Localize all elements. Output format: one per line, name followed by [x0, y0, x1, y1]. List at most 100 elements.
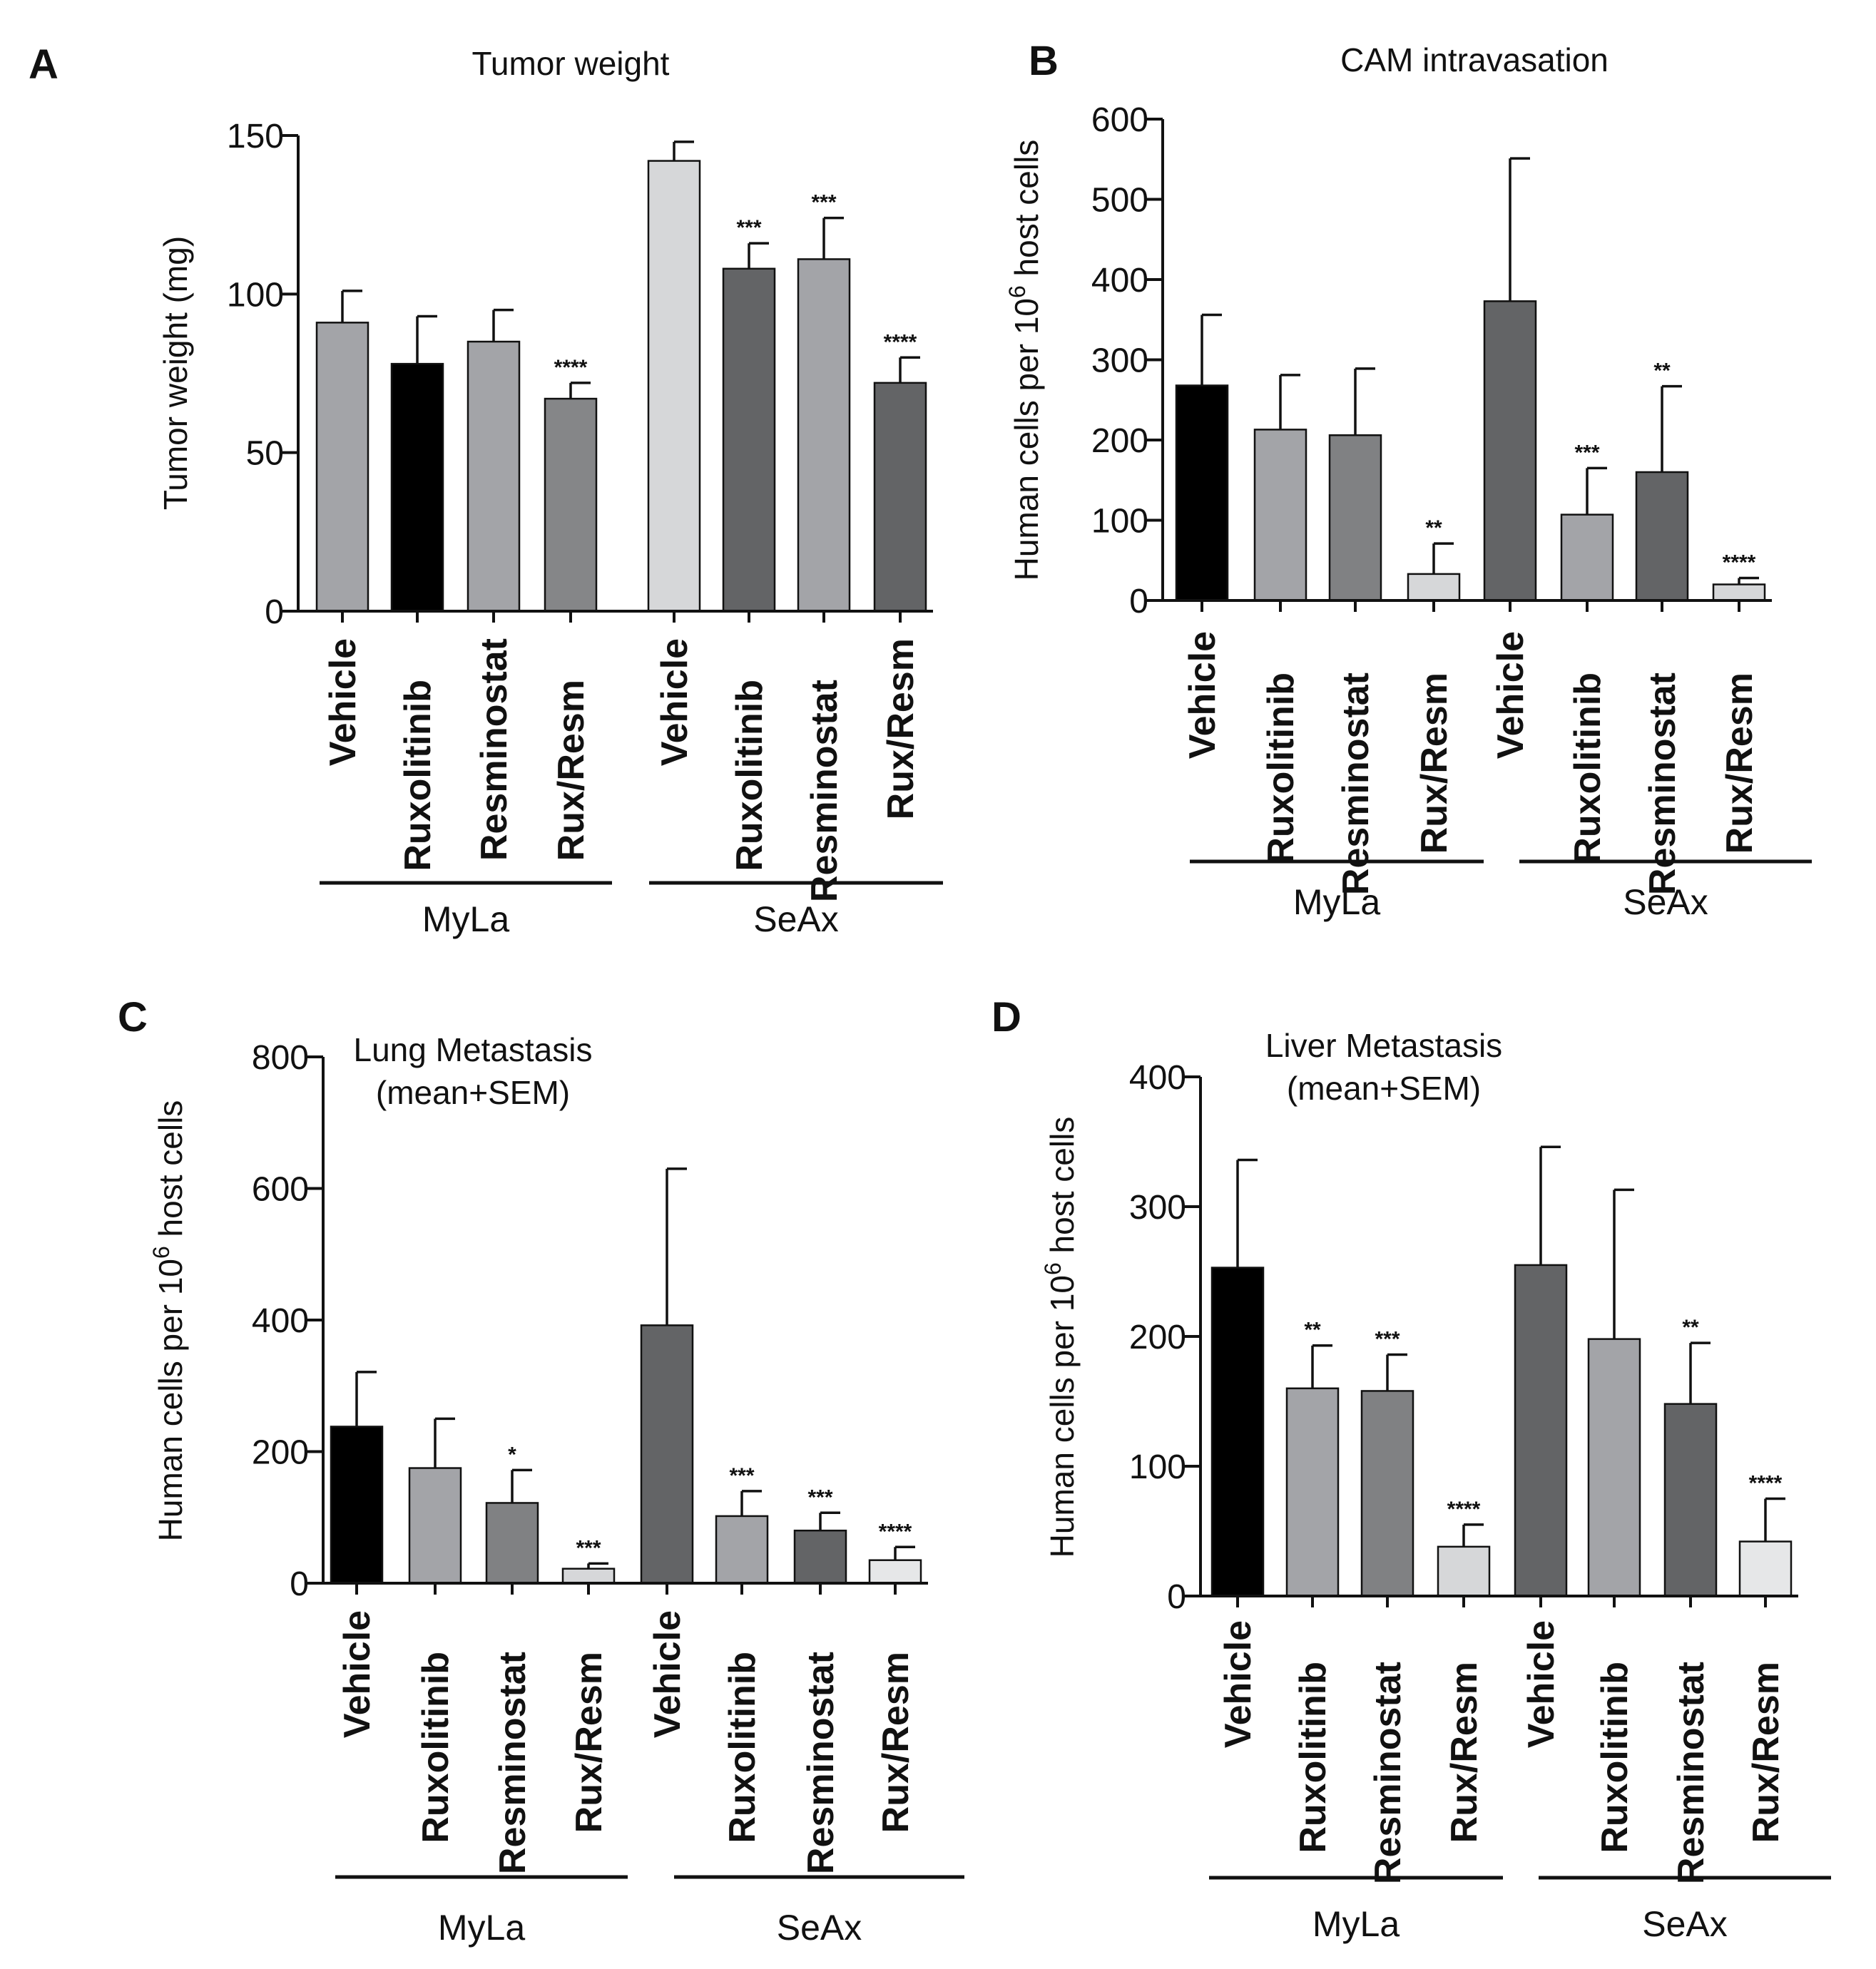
- bar: [715, 1515, 769, 1585]
- y-tick-label: 200: [252, 1434, 309, 1472]
- x-tick-label: Vehicle: [337, 1610, 378, 1738]
- x-tick-label: Rux/Resm: [1414, 672, 1455, 854]
- x-tick-label: Rux/Resm: [1719, 672, 1760, 854]
- y-tick-label: 0: [265, 593, 284, 631]
- x-tick-label: Rux/Resm: [880, 638, 922, 819]
- significance-marker: ***: [576, 1536, 601, 1560]
- bar: [868, 1559, 922, 1585]
- y-tick-label: 500: [1091, 182, 1148, 220]
- bar: [797, 258, 851, 613]
- panel-letter: A: [29, 41, 58, 88]
- group-label: SeAx: [1642, 1904, 1728, 1944]
- bar: [544, 397, 598, 613]
- bar: [1253, 429, 1307, 602]
- panel-title: Liver Metastasis: [1265, 1027, 1502, 1064]
- group-label: SeAx: [777, 1908, 862, 1948]
- x-tick-label: Resminostat: [1671, 1662, 1712, 1884]
- panel-a: A Tumor weight 0 50 100 150 Tumor weight (mg) V…: [29, 41, 943, 939]
- bar: [1210, 1267, 1265, 1597]
- significance-marker: *: [508, 1443, 516, 1466]
- y-axis-label-superscript: 6: [1004, 285, 1030, 298]
- bar: [1587, 1338, 1641, 1597]
- y-axis-label-superscript: 6: [148, 1246, 174, 1259]
- y-tick-label: 0: [290, 1565, 309, 1603]
- y-tick-label: 0: [1129, 583, 1148, 620]
- bar: [330, 1426, 384, 1585]
- significance-marker: ****: [554, 356, 588, 379]
- y-axis-label-suffix: host cells: [1008, 140, 1045, 286]
- x-tick-label: Ruxolitinib: [722, 1652, 763, 1843]
- bar: [722, 267, 776, 613]
- group-label: SeAx: [1623, 882, 1708, 922]
- y-axis-label: Tumor weight (mg): [157, 236, 194, 510]
- x-tick-label: Rux/Resm: [569, 1652, 610, 1833]
- panel-letter: B: [1029, 38, 1059, 84]
- y-tick-label: 400: [252, 1302, 309, 1340]
- panel-subtitle: (mean+SEM): [376, 1074, 570, 1111]
- bar: [1285, 1387, 1340, 1597]
- y-tick-label: 150: [227, 118, 284, 155]
- x-tick-label: Vehicle: [322, 638, 364, 766]
- bar: [408, 1467, 462, 1585]
- x-tick-label: Resminostat: [1335, 672, 1377, 895]
- x-tick-label: Vehicle: [1182, 631, 1223, 759]
- panel-c: C Lung Metastasis (mean+SEM) 0 200 400 600 800 H…: [118, 994, 964, 1948]
- x-tick-label: Resminostat: [800, 1652, 842, 1874]
- significance-marker: ****: [879, 1520, 912, 1543]
- y-tick-label: 100: [227, 276, 284, 314]
- x-tick-label: Ruxolitinib: [397, 680, 439, 871]
- x-tick-label: Ruxolitinib: [1293, 1662, 1334, 1853]
- bar: [1712, 583, 1766, 602]
- bar: [1560, 513, 1614, 602]
- x-tick-label: Ruxolitinib: [729, 680, 770, 871]
- significance-marker: ****: [1749, 1472, 1783, 1495]
- y-tick-label: 800: [252, 1039, 309, 1077]
- y-axis-label-superscript: 6: [1040, 1262, 1066, 1275]
- panel-title: Lung Metastasis: [354, 1031, 593, 1068]
- significance-marker: **: [1682, 1316, 1699, 1339]
- y-axis-label: Human cells per 106 host cells: [1040, 1117, 1081, 1558]
- group-label: SeAx: [753, 899, 839, 939]
- y-tick-label: 100: [1129, 1448, 1186, 1486]
- y-tick-label: 600: [1091, 101, 1148, 139]
- bar: [793, 1529, 847, 1585]
- significance-marker: ***: [1375, 1327, 1400, 1351]
- x-tick-label: Resminostat: [1367, 1662, 1409, 1884]
- y-tick-label: 600: [252, 1171, 309, 1209]
- bar: [1514, 1264, 1568, 1597]
- y-tick-label: 200: [1129, 1319, 1186, 1356]
- bar: [1635, 471, 1689, 602]
- y-tick-label: 200: [1091, 422, 1148, 460]
- bar: [1328, 434, 1382, 602]
- x-tick-label: Resminostat: [492, 1652, 534, 1874]
- x-tick-label: Resminostat: [474, 638, 515, 861]
- x-tick-label: Ruxolitinib: [1567, 672, 1609, 864]
- bar: [390, 362, 444, 613]
- y-tick-label: 100: [1091, 503, 1148, 541]
- panel-title: CAM intravasation: [1340, 41, 1609, 78]
- significance-marker: ***: [1574, 441, 1599, 464]
- x-tick-label: Vehicle: [1490, 631, 1531, 759]
- bar: [315, 322, 369, 613]
- y-axis-label: Human cells per 106 host cells: [1004, 140, 1045, 581]
- significance-marker: **: [1653, 359, 1671, 383]
- x-tick-label: Vehicle: [1218, 1620, 1259, 1748]
- y-tick-label: 400: [1091, 262, 1148, 300]
- bar: [647, 160, 701, 613]
- x-tick-label: Rux/Resm: [1444, 1662, 1485, 1843]
- significance-marker: **: [1425, 516, 1442, 540]
- bar: [640, 1324, 694, 1585]
- significance-marker: ***: [811, 191, 836, 215]
- group-label: MyLa: [1293, 882, 1380, 922]
- significance-marker: **: [1304, 1319, 1321, 1342]
- x-tick-label: Vehicle: [654, 638, 695, 766]
- y-tick-label: 400: [1129, 1059, 1186, 1097]
- y-axis-label-suffix: host cells: [1044, 1117, 1081, 1263]
- significance-marker: ***: [729, 1464, 754, 1488]
- group-label: MyLa: [438, 1908, 525, 1948]
- group-label: MyLa: [1312, 1904, 1400, 1944]
- panel-letter: C: [118, 994, 148, 1040]
- y-axis-label-text: Human cells per 10: [1008, 298, 1045, 581]
- x-tick-label: Vehicle: [1521, 1620, 1562, 1748]
